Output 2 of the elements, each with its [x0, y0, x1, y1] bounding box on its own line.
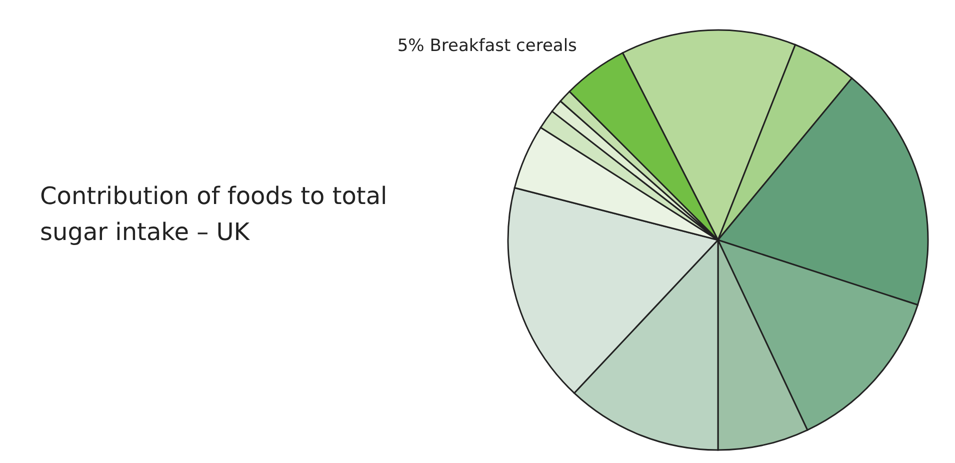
- text: Contribution of foods to total sugar intake – UK: [40, 182, 388, 246]
- slice-label: 5% Breakfast cereals: [397, 36, 578, 56]
